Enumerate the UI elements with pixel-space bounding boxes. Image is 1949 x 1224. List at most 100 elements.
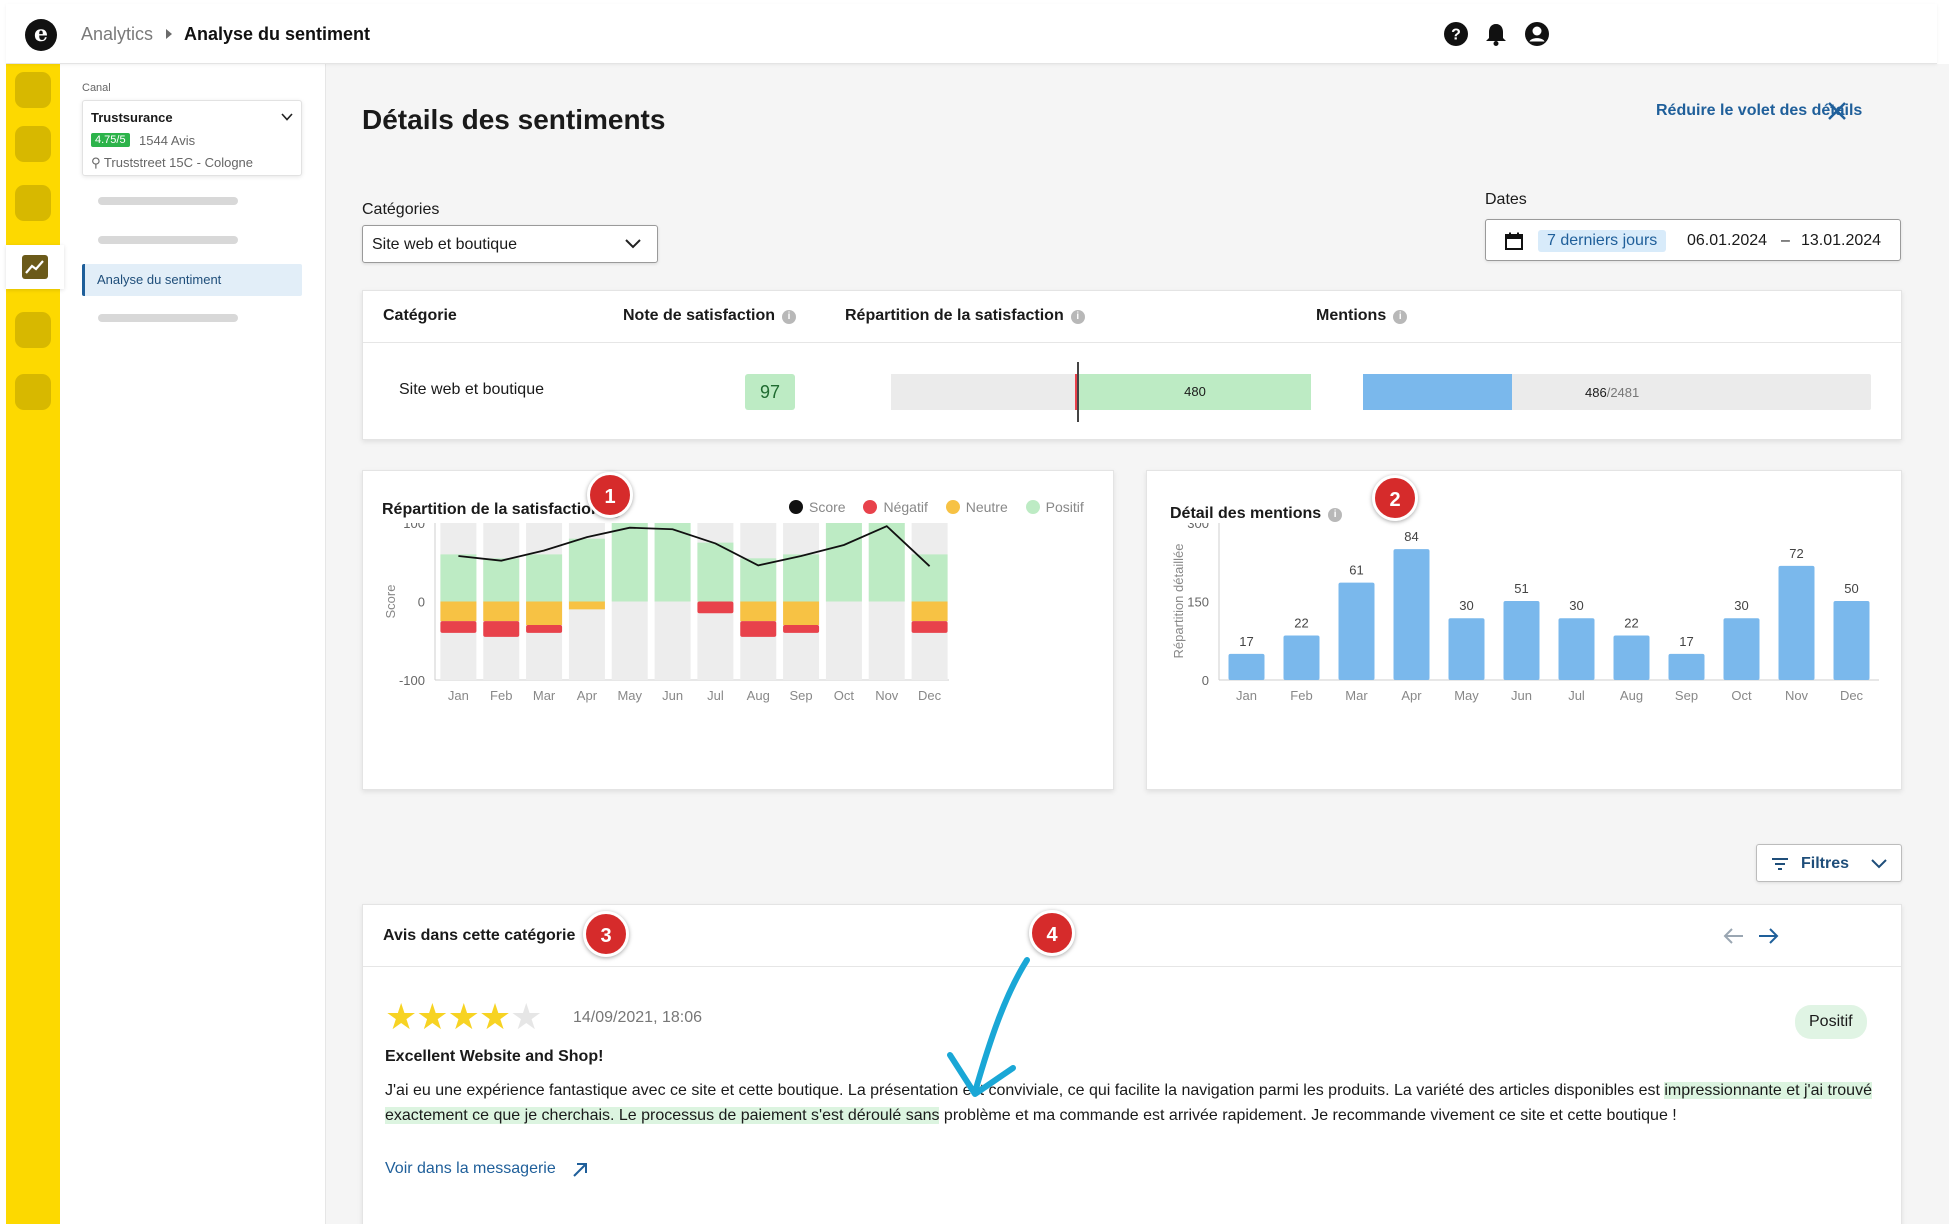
canal-label: Canal (82, 82, 111, 94)
x-tick-label: Sep (1675, 688, 1698, 703)
filters-button[interactable]: Filtres (1756, 844, 1902, 882)
date-range-picker[interactable]: 7 derniers jours 06.01.2024 – 13.01.2024 (1485, 219, 1901, 261)
y-tick-label: -100 (399, 673, 425, 688)
summary-table: Catégorie Note de satisfaction i Répartit… (362, 290, 1902, 440)
score-line (458, 525, 931, 567)
date-end: 13.01.2024 (1801, 232, 1882, 249)
arrow-left-icon[interactable] (1723, 927, 1745, 945)
info-icon[interactable]: i (1328, 508, 1343, 522)
data-label: 30 (1569, 598, 1583, 613)
breadcrumb-current: Analyse du sentiment (184, 24, 371, 44)
star-rating: ★★★★★ (385, 996, 542, 1037)
mentions-bar (1613, 635, 1650, 680)
date-start: 06.01.2024 (1687, 232, 1768, 249)
rail-item-analytics[interactable] (6, 245, 64, 289)
x-tick-label: Jan (1236, 688, 1257, 703)
secondary-sidebar: Canal Trustsurance 4.75/5 1544 Avis ⚲ Tr… (60, 64, 326, 1224)
x-tick-label: Apr (577, 688, 598, 703)
x-tick-label: May (617, 688, 642, 703)
sidebar-item-placeholder-2[interactable] (98, 236, 238, 244)
canal-rating-badge: 4.75/5 (91, 133, 130, 147)
breadcrumb-analytics[interactable]: Analytics (81, 24, 154, 44)
canal-selector[interactable]: Trustsurance 4.75/5 1544 Avis ⚲ Truststr… (82, 100, 302, 176)
user-icon[interactable] (1524, 21, 1550, 47)
y-tick-label: 300 (1187, 523, 1209, 531)
mentions-bar-fill (1363, 374, 1513, 410)
review-date: 14/09/2021, 18:06 (573, 1009, 703, 1026)
star-filled-icon: ★ (385, 996, 418, 1037)
table-header: Catégorie Note de satisfaction i Répartit… (363, 291, 1901, 343)
mentions-bar (1723, 618, 1760, 680)
mentions-bar (1668, 653, 1705, 680)
chart2-title: Détail des mentions i (1170, 505, 1343, 523)
rail-item-6[interactable] (15, 374, 51, 410)
star-filled-icon: ★ (478, 996, 512, 1037)
app-logo[interactable]: e (25, 19, 57, 51)
sidebar-item-placeholder-3[interactable] (98, 314, 238, 322)
x-tick-label: Jun (1511, 688, 1532, 703)
star-filled-icon: ★ (416, 996, 449, 1037)
date-preset-chip[interactable]: 7 derniers jours (1538, 230, 1667, 252)
svg-text:?: ? (1451, 27, 1461, 44)
calendar-icon (1505, 232, 1523, 250)
canal-address: ⚲ Truststreet 15C - Cologne (91, 155, 253, 171)
bar-negative (526, 625, 563, 633)
x-tick-label: Oct (1731, 688, 1752, 703)
bar-positive (611, 523, 648, 602)
rail-item-2[interactable] (15, 126, 51, 162)
sidebar-item-sentiment[interactable]: Analyse du sentiment (82, 264, 302, 296)
close-icon[interactable] (1826, 100, 1848, 122)
x-tick-label: Sep (790, 688, 813, 703)
legend-item-score[interactable]: Score (789, 499, 846, 515)
sidebar-item-placeholder-1[interactable] (98, 197, 238, 205)
collapse-details-link[interactable]: Réduire le volet des détails (1656, 102, 1863, 119)
categories-label: Catégories (362, 201, 440, 218)
x-tick-label: Dec (1840, 688, 1864, 703)
bar-positive (568, 538, 605, 602)
y-tick-label: 0 (418, 595, 425, 610)
help-icon[interactable]: ? (1443, 21, 1469, 47)
canal-review-count: 1544 Avis (139, 133, 196, 148)
mentions-count: 486/2481 (1585, 385, 1640, 400)
x-tick-label: Nov (1785, 688, 1809, 703)
x-tick-label: Aug (747, 688, 770, 703)
info-icon[interactable]: i (782, 310, 797, 324)
arrow-right-icon[interactable] (1757, 927, 1779, 945)
data-label: 22 (1294, 616, 1308, 631)
satisfaction-score-badge: 97 (745, 374, 795, 410)
x-tick-label: Dec (918, 688, 942, 703)
rail-item-1[interactable] (15, 72, 51, 108)
bar-negative (483, 621, 520, 637)
open-in-inbox-link[interactable]: Voir dans la messagerie (385, 1160, 556, 1177)
external-link-icon[interactable] (571, 1161, 589, 1179)
data-label: 22 (1624, 616, 1638, 631)
legend-item-positive[interactable]: Positif (1025, 499, 1084, 515)
trend-chart-icon (22, 255, 48, 279)
mentions-bar (1393, 549, 1430, 680)
main-panel: Détails des sentiments Réduire le volet … (326, 64, 1949, 1224)
category-select[interactable]: Site web et boutique (362, 225, 658, 263)
rail-item-3[interactable] (15, 185, 51, 221)
annotation-marker-3: 3 (583, 911, 629, 957)
data-label: 84 (1404, 529, 1418, 544)
bar-neutral (440, 601, 477, 622)
bar-negative (697, 601, 734, 614)
canal-name: Trustsurance (91, 110, 173, 125)
bell-icon[interactable] (1483, 21, 1509, 47)
mentions-bar (1833, 600, 1870, 680)
y-axis-label: Score (383, 585, 398, 619)
star-filled-icon: ★ (447, 996, 480, 1037)
info-icon[interactable]: i (1393, 310, 1408, 324)
bar-negative (740, 621, 777, 637)
legend-item-neutral[interactable]: Neutre (945, 499, 1008, 515)
bar-neutral (740, 601, 777, 622)
bar-positive (697, 542, 734, 602)
rail-item-5[interactable] (15, 312, 51, 348)
mentions-bar (1503, 600, 1540, 680)
filter-icon (1772, 858, 1788, 870)
legend-item-negative[interactable]: Négatif (863, 499, 928, 515)
info-icon[interactable]: i (1070, 310, 1085, 324)
mentions-bar (1338, 582, 1375, 680)
bar-neutral (483, 601, 520, 622)
